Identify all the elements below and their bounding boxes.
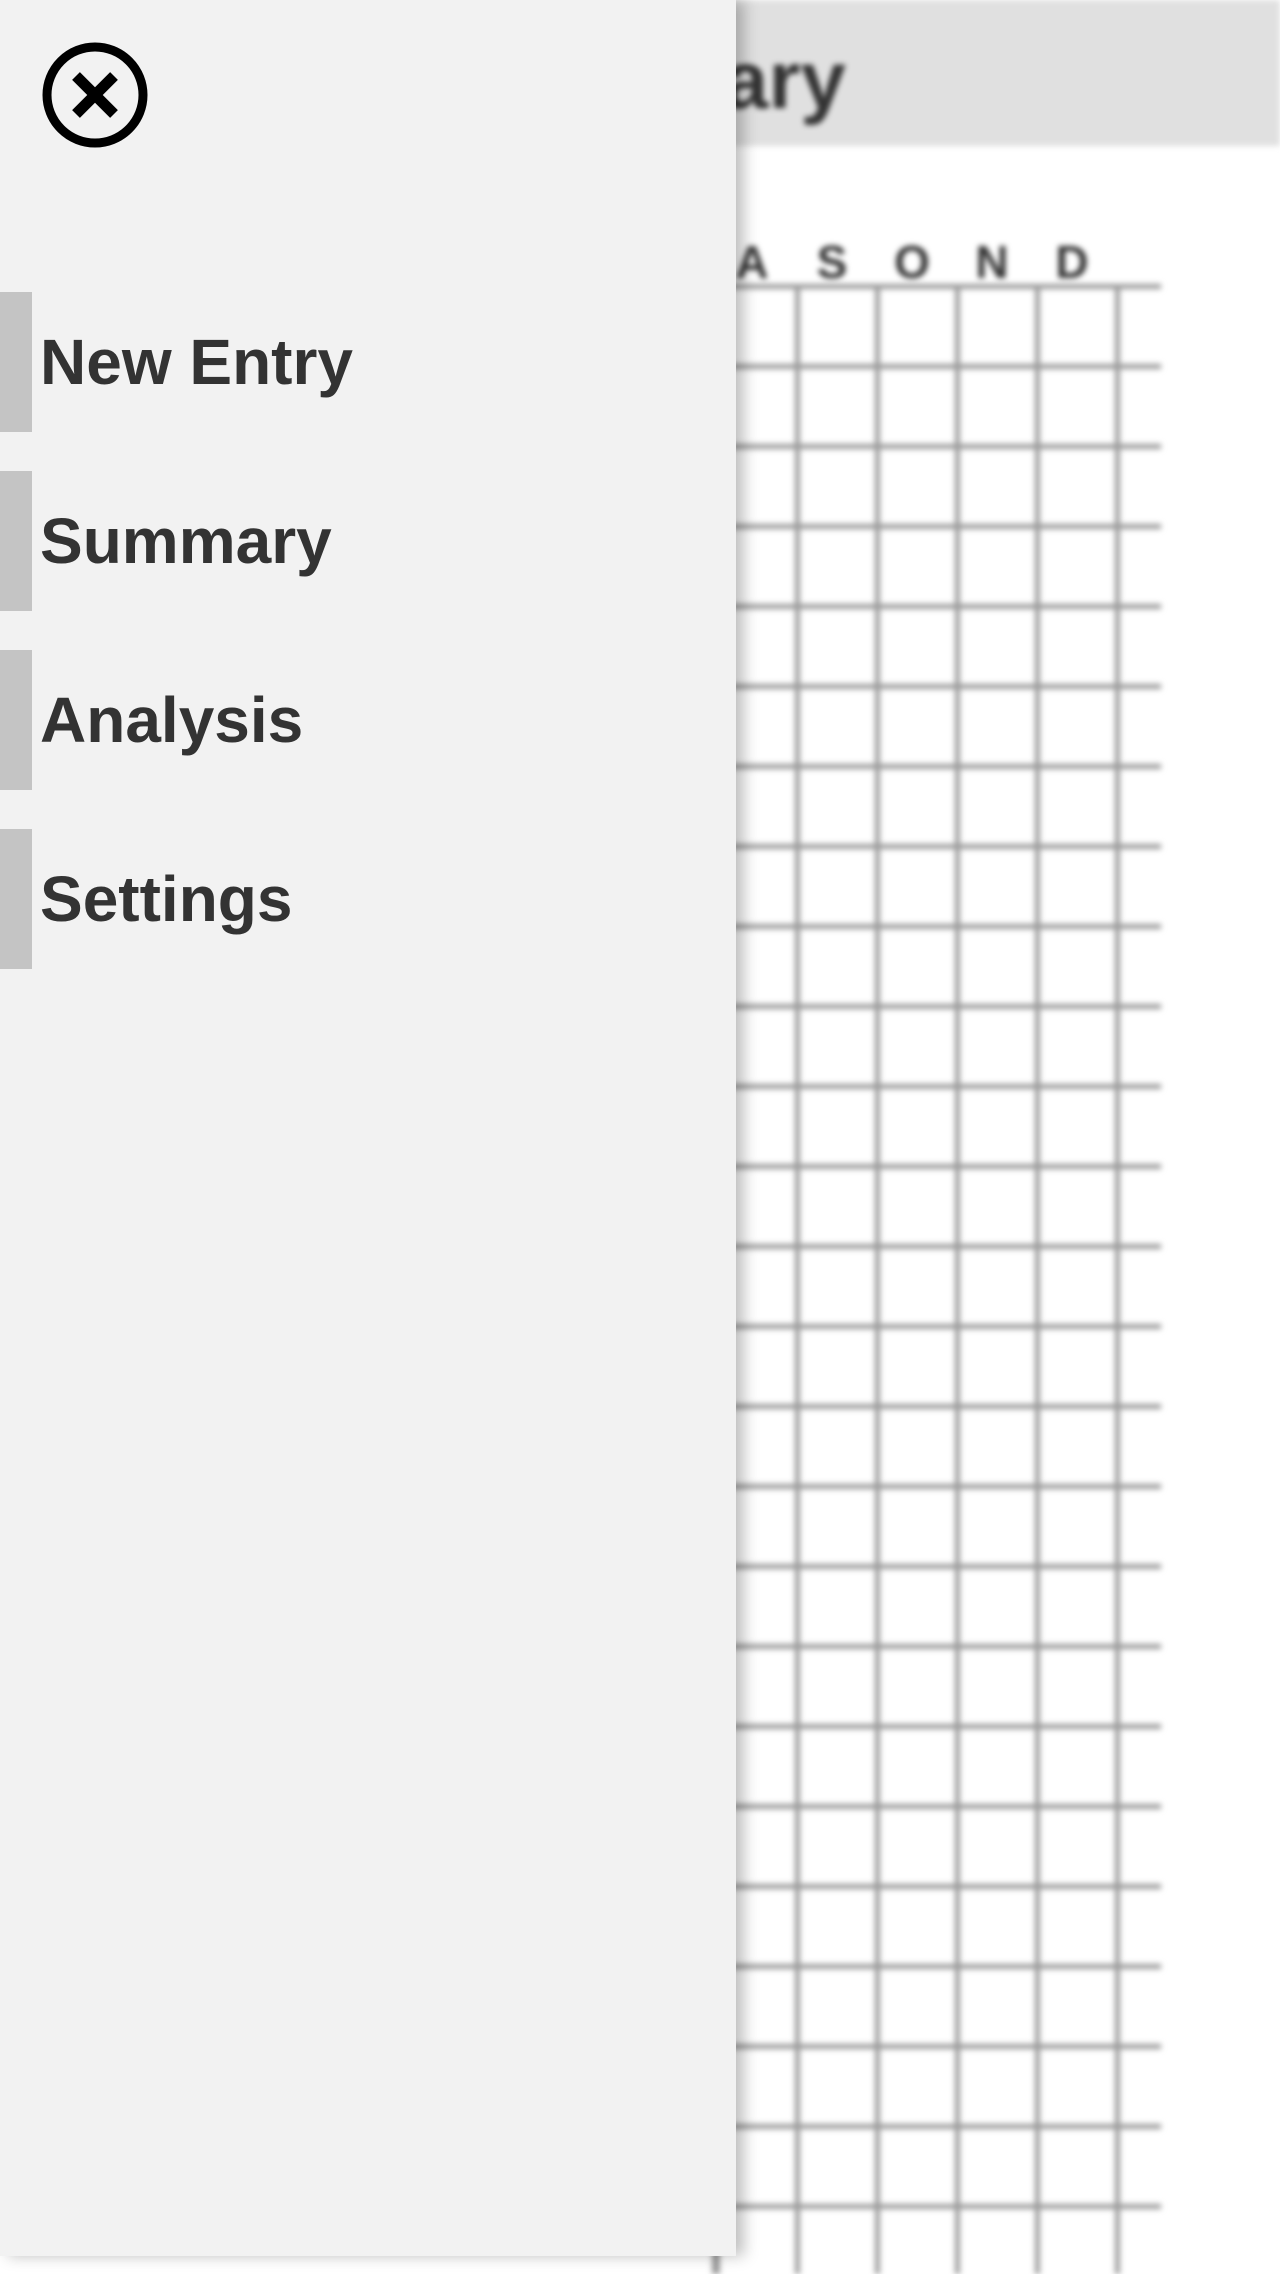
menu-item-label: New Entry [40,326,353,398]
menu-item-accent [0,829,32,969]
menu-item-accent [0,292,32,432]
month-header: N [975,236,1009,288]
menu-item-analysis[interactable]: Analysis [0,650,736,790]
summary-grid [712,284,1161,2274]
drawer-menu: New Entry Summary Analysis Settings [0,292,736,1008]
menu-item-summary[interactable]: Summary [0,471,736,611]
month-header: S [816,236,848,288]
menu-item-accent [0,471,32,611]
close-circle-icon [42,42,148,148]
navigation-drawer: New Entry Summary Analysis Settings [0,0,736,2256]
menu-item-settings[interactable]: Settings [0,829,736,969]
background-page-title: ary [722,35,846,126]
menu-item-new-entry[interactable]: New Entry [0,292,736,432]
month-header: A [735,236,769,288]
menu-item-accent [0,650,32,790]
close-drawer-button[interactable] [40,40,150,150]
menu-item-label: Settings [40,863,293,935]
menu-item-label: Summary [40,505,332,577]
menu-item-label: Analysis [40,684,304,756]
month-header: D [1055,236,1089,288]
month-header-row: A S O N D [712,232,1156,292]
month-header: O [894,236,930,288]
